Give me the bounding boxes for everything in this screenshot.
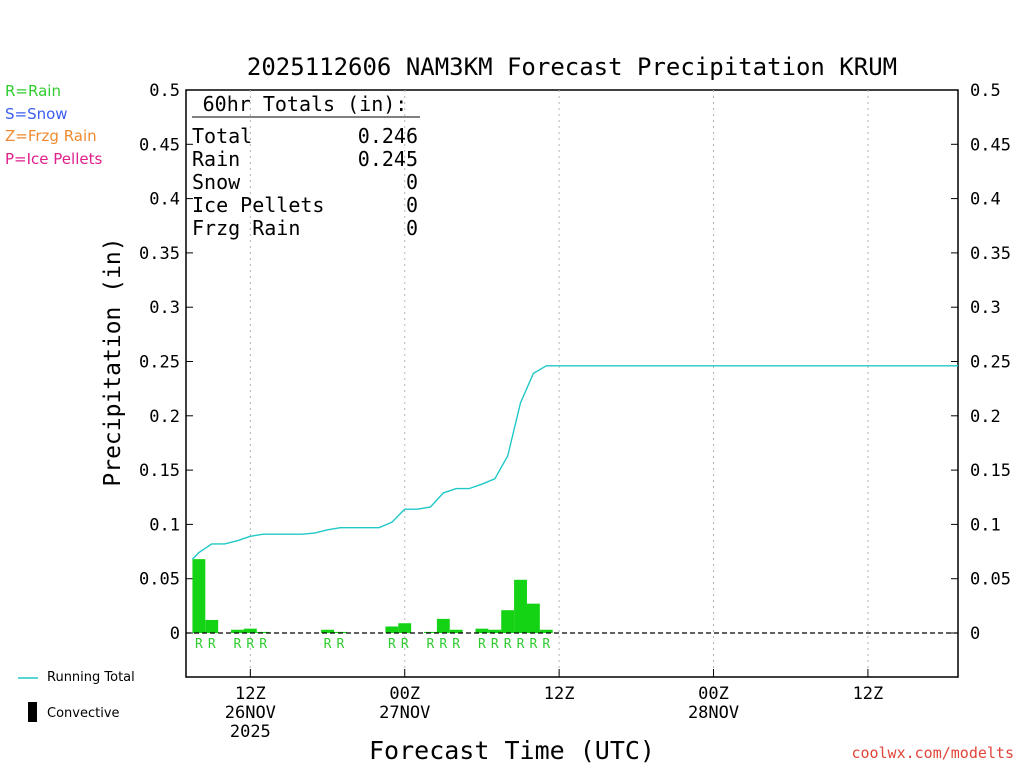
totals-label-total: Total <box>192 124 252 148</box>
chart-title: 2025112606 NAM3KM Forecast Precipitation… <box>247 53 897 81</box>
precip-bar <box>526 603 540 633</box>
totals-value-total: 0.246 <box>358 124 418 148</box>
y-tick-label-left: 0.1 <box>149 515 180 535</box>
x-axis-label: Forecast Time (UTC) <box>369 736 655 765</box>
y-tick-label-left: 0.05 <box>139 570 180 590</box>
running-total-line <box>191 365 958 560</box>
precip-type-letter: R <box>336 637 344 652</box>
precip-type-letter: R <box>478 637 486 652</box>
running-total-legend-label: Running Total <box>47 670 135 685</box>
y-tick-label-right: 0.1 <box>970 515 1001 535</box>
y-tick-label-left: 0.3 <box>149 298 180 318</box>
totals-label-snow: Snow <box>192 170 241 194</box>
precip-type-letter: R <box>452 637 460 652</box>
y-tick-label-left: 0.35 <box>139 244 180 264</box>
y-tick-label-left: 0 <box>170 624 180 644</box>
totals-value-ice-pellets: 0 <box>406 193 418 217</box>
precip-bar <box>321 629 334 633</box>
y-tick-label-right: 0.3 <box>970 298 1001 318</box>
y-tick-label-left: 0.25 <box>139 353 180 373</box>
x-tick-label: 12Z <box>544 684 575 704</box>
precip-type-letter: R <box>504 637 512 652</box>
precip-type-letter: R <box>234 637 242 652</box>
legend-snow: S=Snow <box>5 105 68 123</box>
convective-legend-swatch <box>28 702 37 722</box>
y-tick-label-left: 0.45 <box>139 135 180 155</box>
y-axis-left: 0 0.05 0.1 0.15 0.2 0.25 0.3 0.35 0.4 0.45 0.5 <box>139 81 193 644</box>
legend-rain: R=Rain <box>5 82 61 100</box>
precip-bars <box>192 559 553 633</box>
totals-value-snow: 0 <box>406 170 418 194</box>
precip-type-letter: R <box>208 637 216 652</box>
precip-bar <box>514 579 527 633</box>
x-tick-label: 2025 <box>230 722 271 742</box>
x-tick-label: 12Z <box>235 684 266 704</box>
precip-bar <box>449 629 463 633</box>
y-tick-label-right: 0.35 <box>970 244 1011 264</box>
y-tick-label-left: 0.15 <box>139 461 180 481</box>
y-tick-label-right: 0.25 <box>970 353 1011 373</box>
totals-value-rain: 0.245 <box>358 147 418 171</box>
y-axis-label: Precipitation (in) <box>100 237 126 486</box>
totals-value-frzg-rain: 0 <box>406 216 418 240</box>
y-tick-label-right: 0.15 <box>970 461 1011 481</box>
legend-ice-pellets: P=Ice Pellets <box>5 150 103 168</box>
totals-box: 60hr Totals (in): Total 0.246 Rain 0.245… <box>192 92 420 240</box>
y-tick-label-left: 0.4 <box>149 190 180 210</box>
convective-legend-label: Convective <box>47 706 120 721</box>
x-tick-label: 27NOV <box>379 703 430 723</box>
precip-type-letter: R <box>259 637 267 652</box>
totals-label-rain: Rain <box>192 147 240 171</box>
precip-type-letter: R <box>195 637 203 652</box>
precip-bar <box>256 631 270 633</box>
precip-bar <box>539 629 553 633</box>
y-tick-label-right: 0.4 <box>970 190 1001 210</box>
x-tick-label: 12Z <box>853 684 884 704</box>
y-tick-label-right: 0.5 <box>970 81 1001 101</box>
grid-lines <box>249 90 869 677</box>
precip-type-letter: R <box>324 637 332 652</box>
y-tick-label-right: 0.2 <box>970 407 1001 427</box>
y-tick-label-right: 0.45 <box>970 135 1011 155</box>
credit-link[interactable]: coolwx.com/modelts <box>851 744 1014 762</box>
x-tick-label: 00Z <box>698 684 729 704</box>
x-tick-label: 26NOV <box>225 703 276 723</box>
precip-type-letter: R <box>542 637 550 652</box>
y-tick-label-left: 0.2 <box>149 407 180 427</box>
y-tick-label-right: 0.05 <box>970 570 1011 590</box>
precip-bar <box>436 618 450 633</box>
totals-label-frzg-rain: Frzg Rain <box>192 216 300 240</box>
x-tick-label: 00Z <box>389 684 420 704</box>
legend-frzg-rain: Z=Frzg Rain <box>5 127 97 145</box>
precip-bar <box>243 628 257 633</box>
precip-type-letter: R <box>439 637 447 652</box>
precip-bar <box>385 626 399 633</box>
y-tick-label-right: 0 <box>970 624 980 644</box>
totals-header: 60hr Totals (in): <box>203 92 408 116</box>
precip-type-letter: R <box>491 637 499 652</box>
precip-bar <box>475 628 489 633</box>
precip-type-letter: R <box>517 637 525 652</box>
precip-bar <box>501 610 515 633</box>
precip-bar <box>205 619 219 633</box>
plot-frame <box>185 89 959 678</box>
y-axis-right: 0 0.05 0.1 0.15 0.2 0.25 0.3 0.35 0.4 0.45 0.5 <box>951 81 1011 644</box>
precip-bar <box>192 559 206 633</box>
y-tick-label-left: 0.5 <box>149 81 180 101</box>
precip-type-letter: R <box>246 637 254 652</box>
precip-type-letter: R <box>529 637 537 652</box>
precip-bar <box>398 623 412 633</box>
precip-type-letter: R <box>401 637 409 652</box>
precip-type-letter: R <box>388 637 396 652</box>
precip-bar <box>231 629 244 633</box>
x-tick-label: 28NOV <box>688 703 739 723</box>
precip-type-letter: R <box>427 637 435 652</box>
totals-label-ice-pellets: Ice Pellets <box>192 193 324 217</box>
precip-bar <box>488 629 502 633</box>
